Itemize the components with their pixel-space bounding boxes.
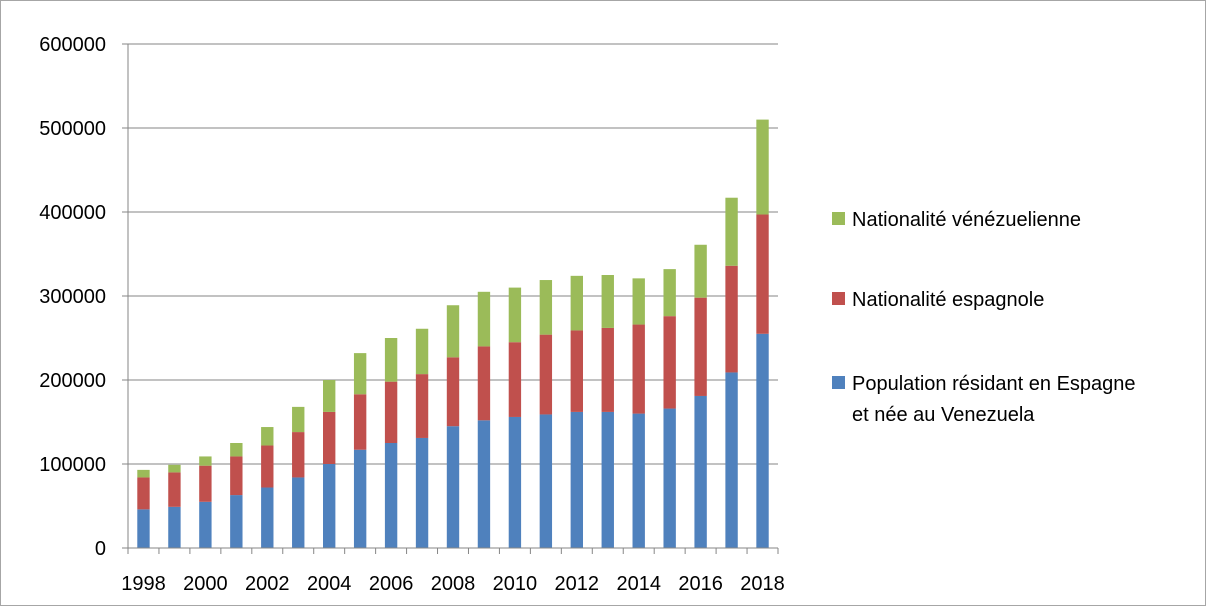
bar-segment-nationalit-espagnole-1998 [137, 477, 150, 510]
y-tick-label: 500000 [39, 118, 106, 140]
legend-label: Nationalité espagnole [852, 289, 1044, 311]
y-axis-tick-labels: 0 100000 200000 300000 400000 500000 600000 [39, 34, 106, 560]
y-tick-label: 600000 [39, 34, 106, 56]
bar-segment-nationalit-v-n-zuelienne-2011 [539, 280, 553, 335]
bars [137, 119, 769, 548]
bar-segment-population-r-sidant-en-espagne-et-n-e-au-venezuela-2013 [601, 411, 614, 548]
bar-segment-nationalit-espagnole-2000 [199, 465, 212, 502]
bar-segment-population-r-sidant-en-espagne-et-n-e-au-venezuela-2006 [384, 443, 398, 548]
legend: Nationalité vénézuelienne Nationalité esp… [832, 209, 1136, 426]
x-tick-label: 2010 [493, 573, 538, 595]
x-tick-label: 1998 [121, 573, 166, 595]
bar-segment-nationalit-v-n-zuelienne-2013 [601, 275, 614, 328]
axes [122, 43, 779, 554]
bar-segment-nationalit-espagnole-2011 [539, 334, 553, 415]
x-tick-label: 2004 [307, 573, 352, 595]
bar-segment-population-r-sidant-en-espagne-et-n-e-au-venezuela-2004 [323, 464, 336, 548]
bar-segment-nationalit-v-n-zuelienne-2002 [261, 427, 274, 446]
bar-segment-population-r-sidant-en-espagne-et-n-e-au-venezuela-1998 [137, 509, 150, 548]
bar-segment-nationalit-v-n-zuelienne-2009 [477, 291, 491, 347]
bar-segment-nationalit-espagnole-2010 [508, 342, 522, 417]
bar-segment-nationalit-espagnole-2003 [292, 432, 305, 478]
bar-segment-nationalit-espagnole-2014 [632, 324, 645, 414]
y-tick-label: 200000 [39, 370, 106, 392]
x-tick-label: 2002 [245, 573, 290, 595]
bar-segment-nationalit-espagnole-2007 [415, 374, 429, 438]
bar-segment-nationalit-v-n-zuelienne-2001 [230, 443, 243, 457]
bar-segment-nationalit-espagnole-1999 [168, 472, 181, 507]
bar-segment-nationalit-v-n-zuelienne-2000 [199, 456, 212, 466]
bar-segment-nationalit-v-n-zuelienne-1998 [137, 469, 150, 478]
x-tick-label: 2006 [369, 573, 414, 595]
y-tick-label: 400000 [39, 202, 106, 224]
bar-segment-nationalit-v-n-zuelienne-2006 [384, 338, 398, 382]
bar-segment-nationalit-espagnole-2017 [725, 265, 738, 373]
legend-label: Population résidant en Espagne [852, 373, 1136, 395]
bar-segment-population-r-sidant-en-espagne-et-n-e-au-venezuela-2007 [415, 437, 429, 548]
bar-segment-nationalit-espagnole-2009 [477, 346, 491, 421]
x-tick-label: 2012 [555, 573, 600, 595]
bar-segment-nationalit-v-n-zuelienne-2010 [508, 287, 522, 343]
bar-segment-nationalit-v-n-zuelienne-2003 [292, 406, 305, 433]
bar-segment-nationalit-v-n-zuelienne-2005 [353, 353, 367, 395]
bar-segment-nationalit-v-n-zuelienne-2017 [725, 197, 738, 266]
bar-segment-population-r-sidant-en-espagne-et-n-e-au-venezuela-2014 [632, 413, 645, 548]
bar-segment-nationalit-espagnole-2008 [446, 357, 460, 427]
y-tick-label: 100000 [39, 454, 106, 476]
bar-segment-population-r-sidant-en-espagne-et-n-e-au-venezuela-2015 [663, 408, 676, 548]
bar-segment-nationalit-espagnole-2015 [663, 316, 676, 409]
bar-segment-nationalit-espagnole-2002 [261, 445, 274, 488]
bar-segment-nationalit-v-n-zuelienne-2014 [632, 278, 645, 325]
y-tick-label: 300000 [39, 286, 106, 308]
bar-segment-nationalit-espagnole-2006 [384, 381, 398, 443]
bar-segment-nationalit-espagnole-2012 [570, 330, 583, 412]
x-axis-tick-labels: 1998 2000 2002 2004 2006 2008 2010 2012 2014 2016… [121, 573, 785, 595]
bar-segment-nationalit-v-n-zuelienne-2008 [446, 305, 460, 358]
bar-segment-nationalit-espagnole-2018 [756, 214, 769, 334]
bar-segment-population-r-sidant-en-espagne-et-n-e-au-venezuela-2002 [261, 487, 274, 548]
bar-segment-nationalit-espagnole-2004 [323, 411, 336, 464]
bar-segment-population-r-sidant-en-espagne-et-n-e-au-venezuela-2017 [725, 372, 738, 548]
x-tick-label: 2016 [678, 573, 723, 595]
x-tick-label: 2008 [431, 573, 476, 595]
bar-segment-population-r-sidant-en-espagne-et-n-e-au-venezuela-2005 [353, 449, 367, 548]
bar-segment-nationalit-v-n-zuelienne-1999 [168, 464, 181, 473]
bar-segment-population-r-sidant-en-espagne-et-n-e-au-venezuela-2012 [570, 411, 583, 548]
legend-swatch-nationalit-espagnole [832, 292, 845, 305]
bar-segment-nationalit-v-n-zuelienne-2015 [663, 269, 676, 317]
x-tick-label: 2018 [740, 573, 785, 595]
bar-segment-nationalit-v-n-zuelienne-2018 [756, 119, 769, 215]
legend-label: et née au Venezuela [852, 404, 1035, 426]
bar-segment-nationalit-espagnole-2001 [230, 456, 243, 496]
bar-segment-population-r-sidant-en-espagne-et-n-e-au-venezuela-2009 [477, 420, 491, 548]
x-tick-label: 2000 [183, 573, 228, 595]
bar-segment-population-r-sidant-en-espagne-et-n-e-au-venezuela-2011 [539, 414, 553, 548]
legend-swatch-nationalit-v-n-zuelienne [832, 212, 845, 225]
bar-segment-nationalit-v-n-zuelienne-2004 [323, 380, 336, 412]
bar-segment-nationalit-v-n-zuelienne-2007 [415, 328, 429, 375]
bar-segment-population-r-sidant-en-espagne-et-n-e-au-venezuela-2008 [446, 426, 460, 548]
bar-segment-population-r-sidant-en-espagne-et-n-e-au-venezuela-2016 [694, 395, 707, 548]
x-tick-label: 2014 [616, 573, 661, 595]
bar-segment-population-r-sidant-en-espagne-et-n-e-au-venezuela-2000 [199, 501, 212, 548]
bar-segment-nationalit-v-n-zuelienne-2016 [694, 244, 707, 298]
legend-label: Nationalité vénézuelienne [852, 209, 1081, 231]
bar-segment-nationalit-v-n-zuelienne-2012 [570, 275, 583, 331]
bar-segment-population-r-sidant-en-espagne-et-n-e-au-venezuela-2018 [756, 333, 769, 548]
bar-segment-nationalit-espagnole-2005 [353, 394, 367, 450]
bar-segment-population-r-sidant-en-espagne-et-n-e-au-venezuela-2010 [508, 416, 522, 548]
bar-segment-nationalit-espagnole-2016 [694, 297, 707, 396]
y-tick-label: 0 [95, 538, 106, 560]
bar-segment-population-r-sidant-en-espagne-et-n-e-au-venezuela-2001 [230, 495, 243, 548]
bar-segment-nationalit-espagnole-2013 [601, 327, 614, 412]
bar-segment-population-r-sidant-en-espagne-et-n-e-au-venezuela-2003 [292, 477, 305, 548]
bar-segment-population-r-sidant-en-espagne-et-n-e-au-venezuela-1999 [168, 506, 181, 548]
legend-swatch-population-r-sidant-en-espagne-et-n-e-au-venezuela [832, 376, 845, 389]
